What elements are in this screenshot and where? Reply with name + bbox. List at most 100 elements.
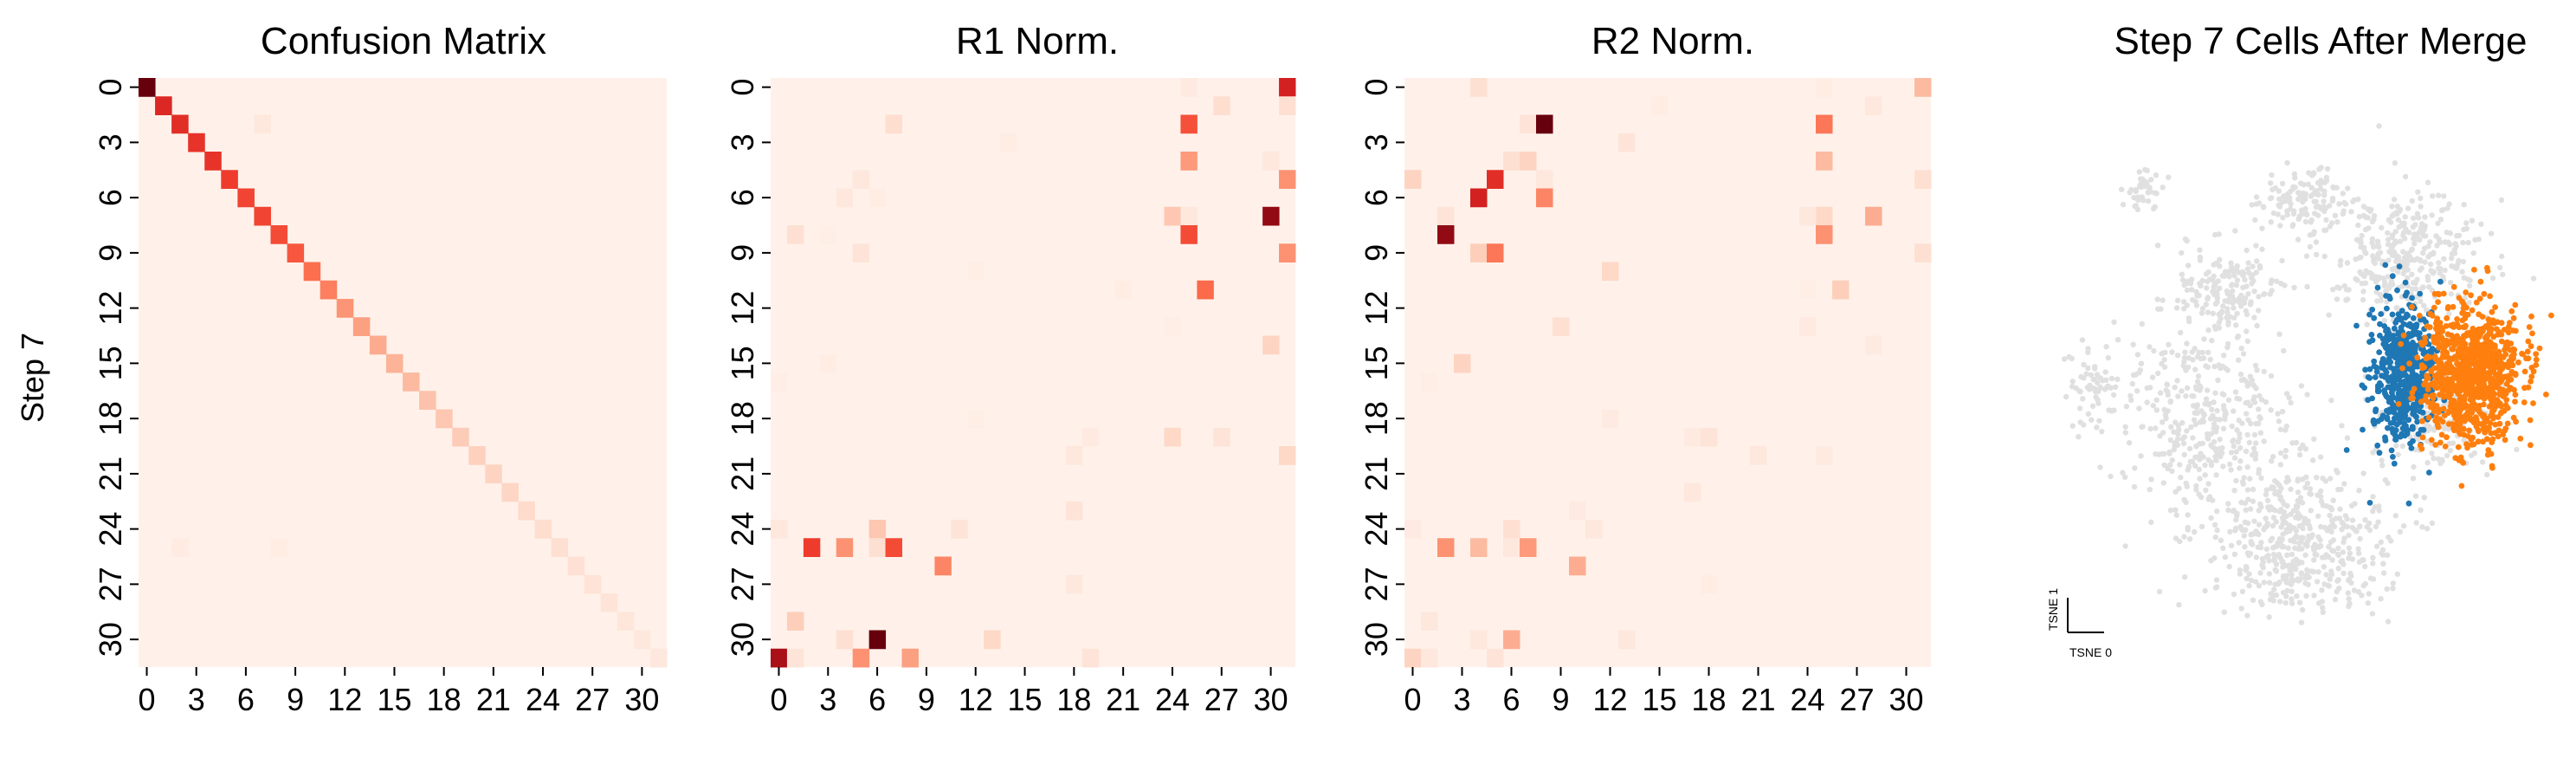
- heatmap-cell: [1213, 427, 1230, 447]
- scatter-point: [2381, 317, 2387, 324]
- scatter-point: [2285, 191, 2291, 197]
- scatter-point: [2418, 398, 2424, 405]
- x-tick-label: 21: [1740, 682, 1775, 717]
- heatmap-cell: [885, 538, 902, 557]
- scatter-point: [2263, 491, 2269, 497]
- scatter-point: [2283, 198, 2289, 204]
- scatter-point: [2156, 588, 2163, 595]
- scatter-point: [2390, 454, 2396, 460]
- scatter-point: [2399, 443, 2405, 450]
- scatter-point: [2458, 483, 2465, 489]
- scatter-point: [2225, 501, 2231, 507]
- scatter-point: [2321, 198, 2327, 204]
- scatter-point: [2185, 315, 2192, 321]
- scatter-point: [2459, 269, 2465, 275]
- scatter-point: [2528, 373, 2535, 380]
- scatter-point: [2345, 185, 2351, 191]
- scatter-point: [2264, 497, 2271, 503]
- scatter-point: [2427, 310, 2434, 317]
- scatter-point: [2412, 404, 2419, 411]
- scatter-point: [2409, 247, 2415, 253]
- heatmap-cell: [270, 225, 288, 244]
- scatter-point: [2495, 348, 2502, 355]
- scatter-point: [2311, 229, 2317, 235]
- scatter-point: [2182, 573, 2188, 580]
- scatter-point: [2450, 321, 2457, 328]
- scatter-point: [2394, 571, 2400, 577]
- heatmap-cell: [567, 556, 585, 576]
- scatter-point: [2517, 435, 2524, 442]
- scatter-point: [2247, 402, 2253, 409]
- y-tick-label: 21: [93, 457, 128, 491]
- x-tick-label: 6: [237, 682, 255, 717]
- scatter-point: [2409, 271, 2415, 277]
- scatter-point: [2162, 349, 2168, 356]
- x-tick-label: 30: [1888, 682, 1923, 717]
- scatter-point: [2341, 535, 2347, 541]
- scatter-point: [2341, 481, 2347, 487]
- scatter-point: [2269, 535, 2276, 541]
- scatter-point: [2256, 531, 2262, 538]
- scatter-point: [2327, 512, 2333, 519]
- y-tick-label: 6: [725, 189, 760, 206]
- scatter-point: [2446, 426, 2452, 432]
- scatter-point: [2231, 455, 2238, 461]
- y-tick-label: 21: [1359, 457, 1394, 491]
- heatmap-cell: [1503, 630, 1520, 650]
- scatter-point: [2467, 277, 2473, 283]
- scatter-point: [2385, 480, 2391, 486]
- scatter-point: [2370, 253, 2376, 259]
- scatter-point: [2199, 349, 2205, 356]
- scatter-point: [2232, 389, 2239, 395]
- scatter-point: [2479, 459, 2486, 465]
- scatter-point: [2232, 228, 2238, 234]
- heatmap-cell: [171, 114, 189, 134]
- scatter-point: [2161, 406, 2167, 412]
- scatter-point: [2334, 467, 2340, 474]
- scatter-point: [2356, 488, 2362, 494]
- scatter-point: [2168, 424, 2174, 430]
- scatter-point: [2120, 201, 2127, 208]
- scatter-point: [2269, 453, 2276, 460]
- heatmap-cell: [534, 520, 552, 539]
- x-tick-label: 9: [1552, 682, 1569, 717]
- scatter-point: [2387, 359, 2394, 366]
- scatter-point: [2373, 408, 2379, 415]
- scatter-point: [2412, 493, 2419, 499]
- heatmap-cell: [1816, 152, 1833, 171]
- scatter-point: [2283, 580, 2289, 586]
- scatter-point: [2275, 580, 2282, 587]
- scatter-point: [2379, 457, 2385, 463]
- scatter-point: [2198, 282, 2204, 289]
- scatter-point: [2405, 275, 2411, 281]
- heatmap-cell: [1914, 243, 1932, 262]
- scatter-point: [2438, 431, 2445, 438]
- scatter-point: [2385, 241, 2392, 248]
- scatter-point: [2277, 599, 2283, 605]
- scatter-point: [2244, 612, 2250, 619]
- scatter-point: [2081, 361, 2087, 368]
- scatter-point: [2406, 360, 2413, 366]
- scatter-point: [2253, 420, 2259, 427]
- scatter-point: [2327, 539, 2334, 545]
- scatter-point: [2315, 191, 2321, 198]
- scatter-point: [2450, 382, 2457, 389]
- scatter-point: [2296, 599, 2303, 606]
- scatter-point: [2457, 394, 2464, 400]
- heatmap-cell: [852, 243, 870, 262]
- scatter-point: [2277, 426, 2284, 432]
- scatter-point: [2386, 257, 2392, 263]
- scatter-point: [2258, 475, 2264, 481]
- scatter-point: [2376, 123, 2382, 129]
- scatter-point: [2242, 500, 2249, 507]
- scatter-point: [2418, 298, 2424, 304]
- scatter-point: [2477, 368, 2484, 375]
- scatter-point: [2507, 320, 2513, 326]
- heatmap-cell: [1437, 225, 1455, 244]
- heatmap-cell: [436, 409, 453, 429]
- scatter-point: [2334, 185, 2340, 191]
- scatter-point: [2371, 358, 2378, 365]
- scatter-point: [2319, 554, 2326, 560]
- scatter-point: [2240, 481, 2246, 487]
- scatter-point: [2234, 427, 2240, 433]
